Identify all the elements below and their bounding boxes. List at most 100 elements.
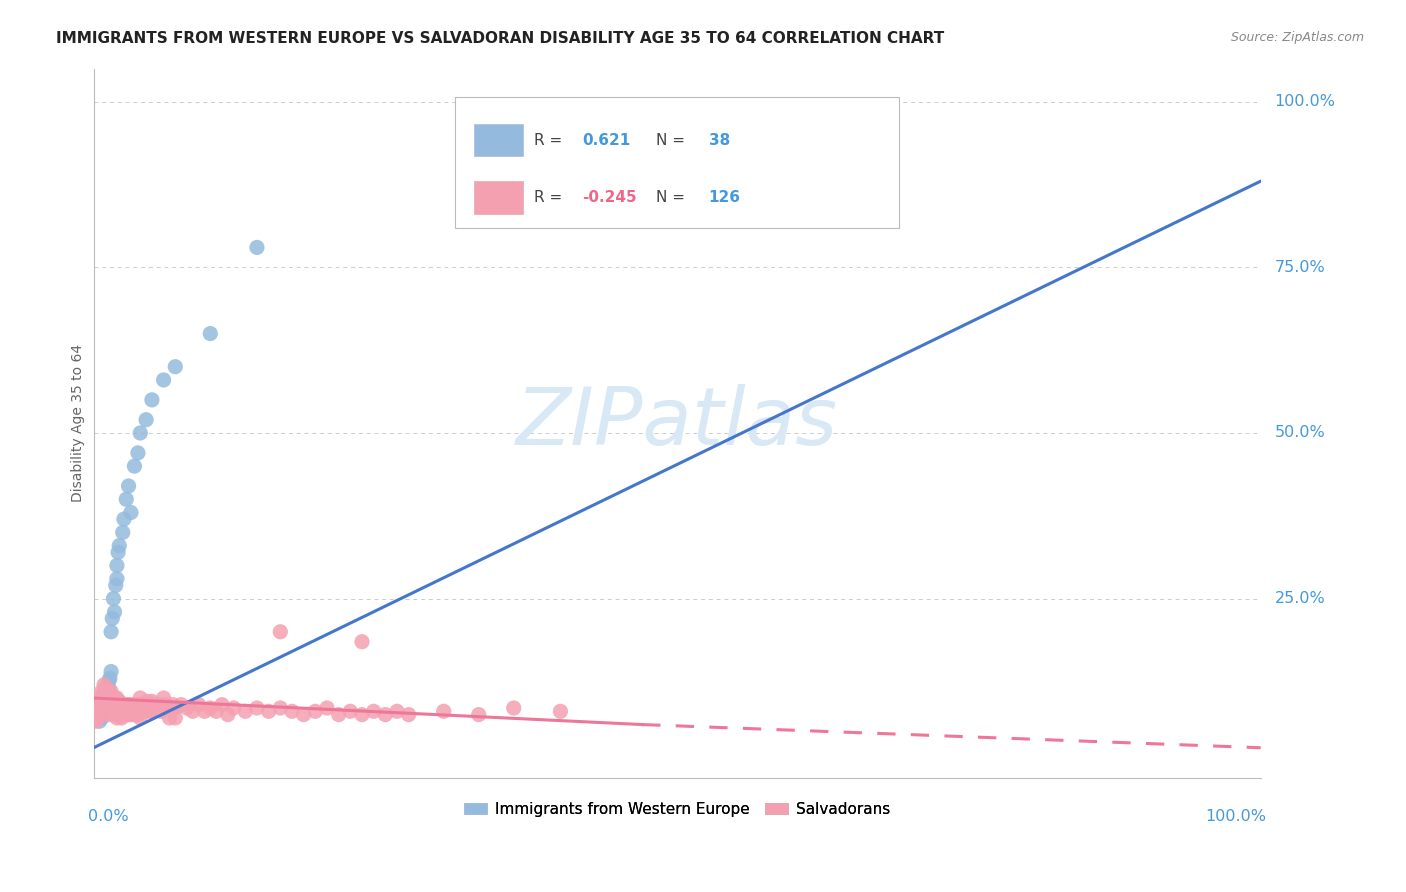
Point [107, 545, 129, 559]
Point [374, 707, 396, 722]
Point [124, 698, 146, 712]
Point [193, 704, 215, 718]
Point [90, 701, 112, 715]
Point [211, 698, 233, 712]
Point [100, 694, 122, 708]
Point [222, 701, 245, 715]
Point [91, 688, 114, 702]
Point [339, 704, 361, 718]
Point [246, 240, 269, 254]
Point [111, 525, 134, 540]
Point [152, 691, 174, 706]
Point [96, 684, 118, 698]
Point [91, 704, 114, 718]
Point [98, 691, 121, 706]
Point [121, 701, 143, 715]
Point [117, 707, 139, 722]
Point [104, 707, 127, 722]
Point [97, 707, 120, 722]
Point [385, 704, 408, 718]
Point [94, 701, 117, 715]
Point [97, 698, 120, 712]
Point [120, 698, 142, 712]
Text: Source: ZipAtlas.com: Source: ZipAtlas.com [1230, 31, 1364, 45]
Point [101, 691, 124, 706]
Point [136, 694, 159, 708]
Point [84, 714, 107, 729]
Point [110, 698, 132, 712]
Point [108, 539, 131, 553]
Point [97, 678, 120, 692]
Point [269, 701, 291, 715]
Point [128, 701, 150, 715]
Point [94, 694, 117, 708]
Point [103, 694, 125, 708]
Point [292, 707, 315, 722]
Point [328, 707, 350, 722]
Point [86, 707, 108, 722]
Point [233, 704, 256, 718]
Point [103, 605, 125, 619]
Text: 0.621: 0.621 [582, 133, 631, 148]
Point [96, 688, 118, 702]
Point [117, 701, 139, 715]
Point [148, 698, 170, 712]
Point [165, 359, 187, 374]
FancyBboxPatch shape [474, 181, 523, 213]
Point [110, 701, 132, 715]
Point [103, 691, 125, 706]
Point [217, 707, 239, 722]
Point [89, 698, 111, 712]
Point [129, 691, 152, 706]
Point [257, 704, 280, 718]
Point [91, 698, 114, 712]
Point [269, 624, 291, 639]
Point [110, 711, 132, 725]
Point [97, 688, 120, 702]
Point [187, 698, 209, 712]
Legend: Immigrants from Western Europe, Salvadorans: Immigrants from Western Europe, Salvador… [458, 796, 896, 823]
Point [162, 698, 184, 712]
Text: R =: R = [533, 133, 567, 148]
Point [112, 512, 135, 526]
Point [115, 707, 138, 722]
Point [101, 611, 124, 625]
Point [118, 704, 141, 718]
Point [103, 704, 125, 718]
Point [91, 698, 114, 712]
Point [90, 691, 112, 706]
Text: 25.0%: 25.0% [1275, 591, 1326, 607]
Point [90, 684, 112, 698]
Point [117, 479, 139, 493]
Point [103, 701, 125, 715]
Point [114, 704, 136, 718]
Text: IMMIGRANTS FROM WESTERN EUROPE VS SALVADORAN DISABILITY AGE 35 TO 64 CORRELATION: IMMIGRANTS FROM WESTERN EUROPE VS SALVAD… [56, 31, 945, 46]
Point [129, 701, 152, 715]
Point [246, 701, 269, 715]
Point [112, 701, 135, 715]
Point [125, 704, 148, 718]
Point [124, 459, 146, 474]
Point [104, 578, 127, 592]
Point [502, 701, 524, 715]
Point [105, 558, 128, 573]
Point [107, 698, 129, 712]
Point [304, 704, 326, 718]
Point [97, 684, 120, 698]
Point [143, 698, 166, 712]
Point [170, 698, 193, 712]
Point [135, 413, 157, 427]
Point [110, 707, 132, 722]
Point [139, 701, 162, 715]
Point [363, 704, 385, 718]
Point [115, 492, 138, 507]
Point [100, 684, 122, 698]
Point [93, 691, 115, 706]
Point [433, 704, 456, 718]
Point [108, 704, 131, 718]
FancyBboxPatch shape [456, 97, 898, 228]
Point [104, 698, 127, 712]
Point [150, 704, 173, 718]
Point [90, 711, 112, 725]
Point [350, 707, 373, 722]
